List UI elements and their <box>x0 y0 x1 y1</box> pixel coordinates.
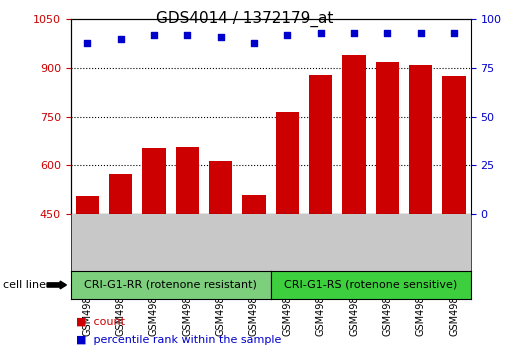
Bar <box>276 112 299 354</box>
Point <box>283 32 291 38</box>
Text: CRI-G1-RS (rotenone sensitive): CRI-G1-RS (rotenone sensitive) <box>284 280 457 290</box>
Point <box>350 30 358 36</box>
Bar <box>209 161 232 354</box>
Point <box>183 32 191 38</box>
Bar <box>142 148 166 354</box>
Point <box>316 30 325 36</box>
Bar <box>343 55 366 354</box>
Point <box>83 40 92 46</box>
Bar <box>109 173 132 354</box>
Bar <box>309 75 332 354</box>
Text: ■  percentile rank within the sample: ■ percentile rank within the sample <box>76 335 281 345</box>
Point <box>250 40 258 46</box>
Text: cell line: cell line <box>3 280 46 290</box>
Bar <box>242 195 266 354</box>
Bar <box>176 147 199 354</box>
Bar <box>376 62 399 354</box>
Point <box>117 36 125 42</box>
Text: GDS4014 / 1372179_at: GDS4014 / 1372179_at <box>156 11 333 27</box>
Point <box>383 30 392 36</box>
Point <box>450 30 458 36</box>
Bar <box>442 76 465 354</box>
Bar <box>76 196 99 354</box>
Bar <box>409 65 433 354</box>
Point <box>416 30 425 36</box>
Text: ■  count: ■ count <box>76 317 125 327</box>
Text: CRI-G1-RR (rotenone resistant): CRI-G1-RR (rotenone resistant) <box>84 280 257 290</box>
Point <box>150 32 158 38</box>
Point <box>217 34 225 40</box>
